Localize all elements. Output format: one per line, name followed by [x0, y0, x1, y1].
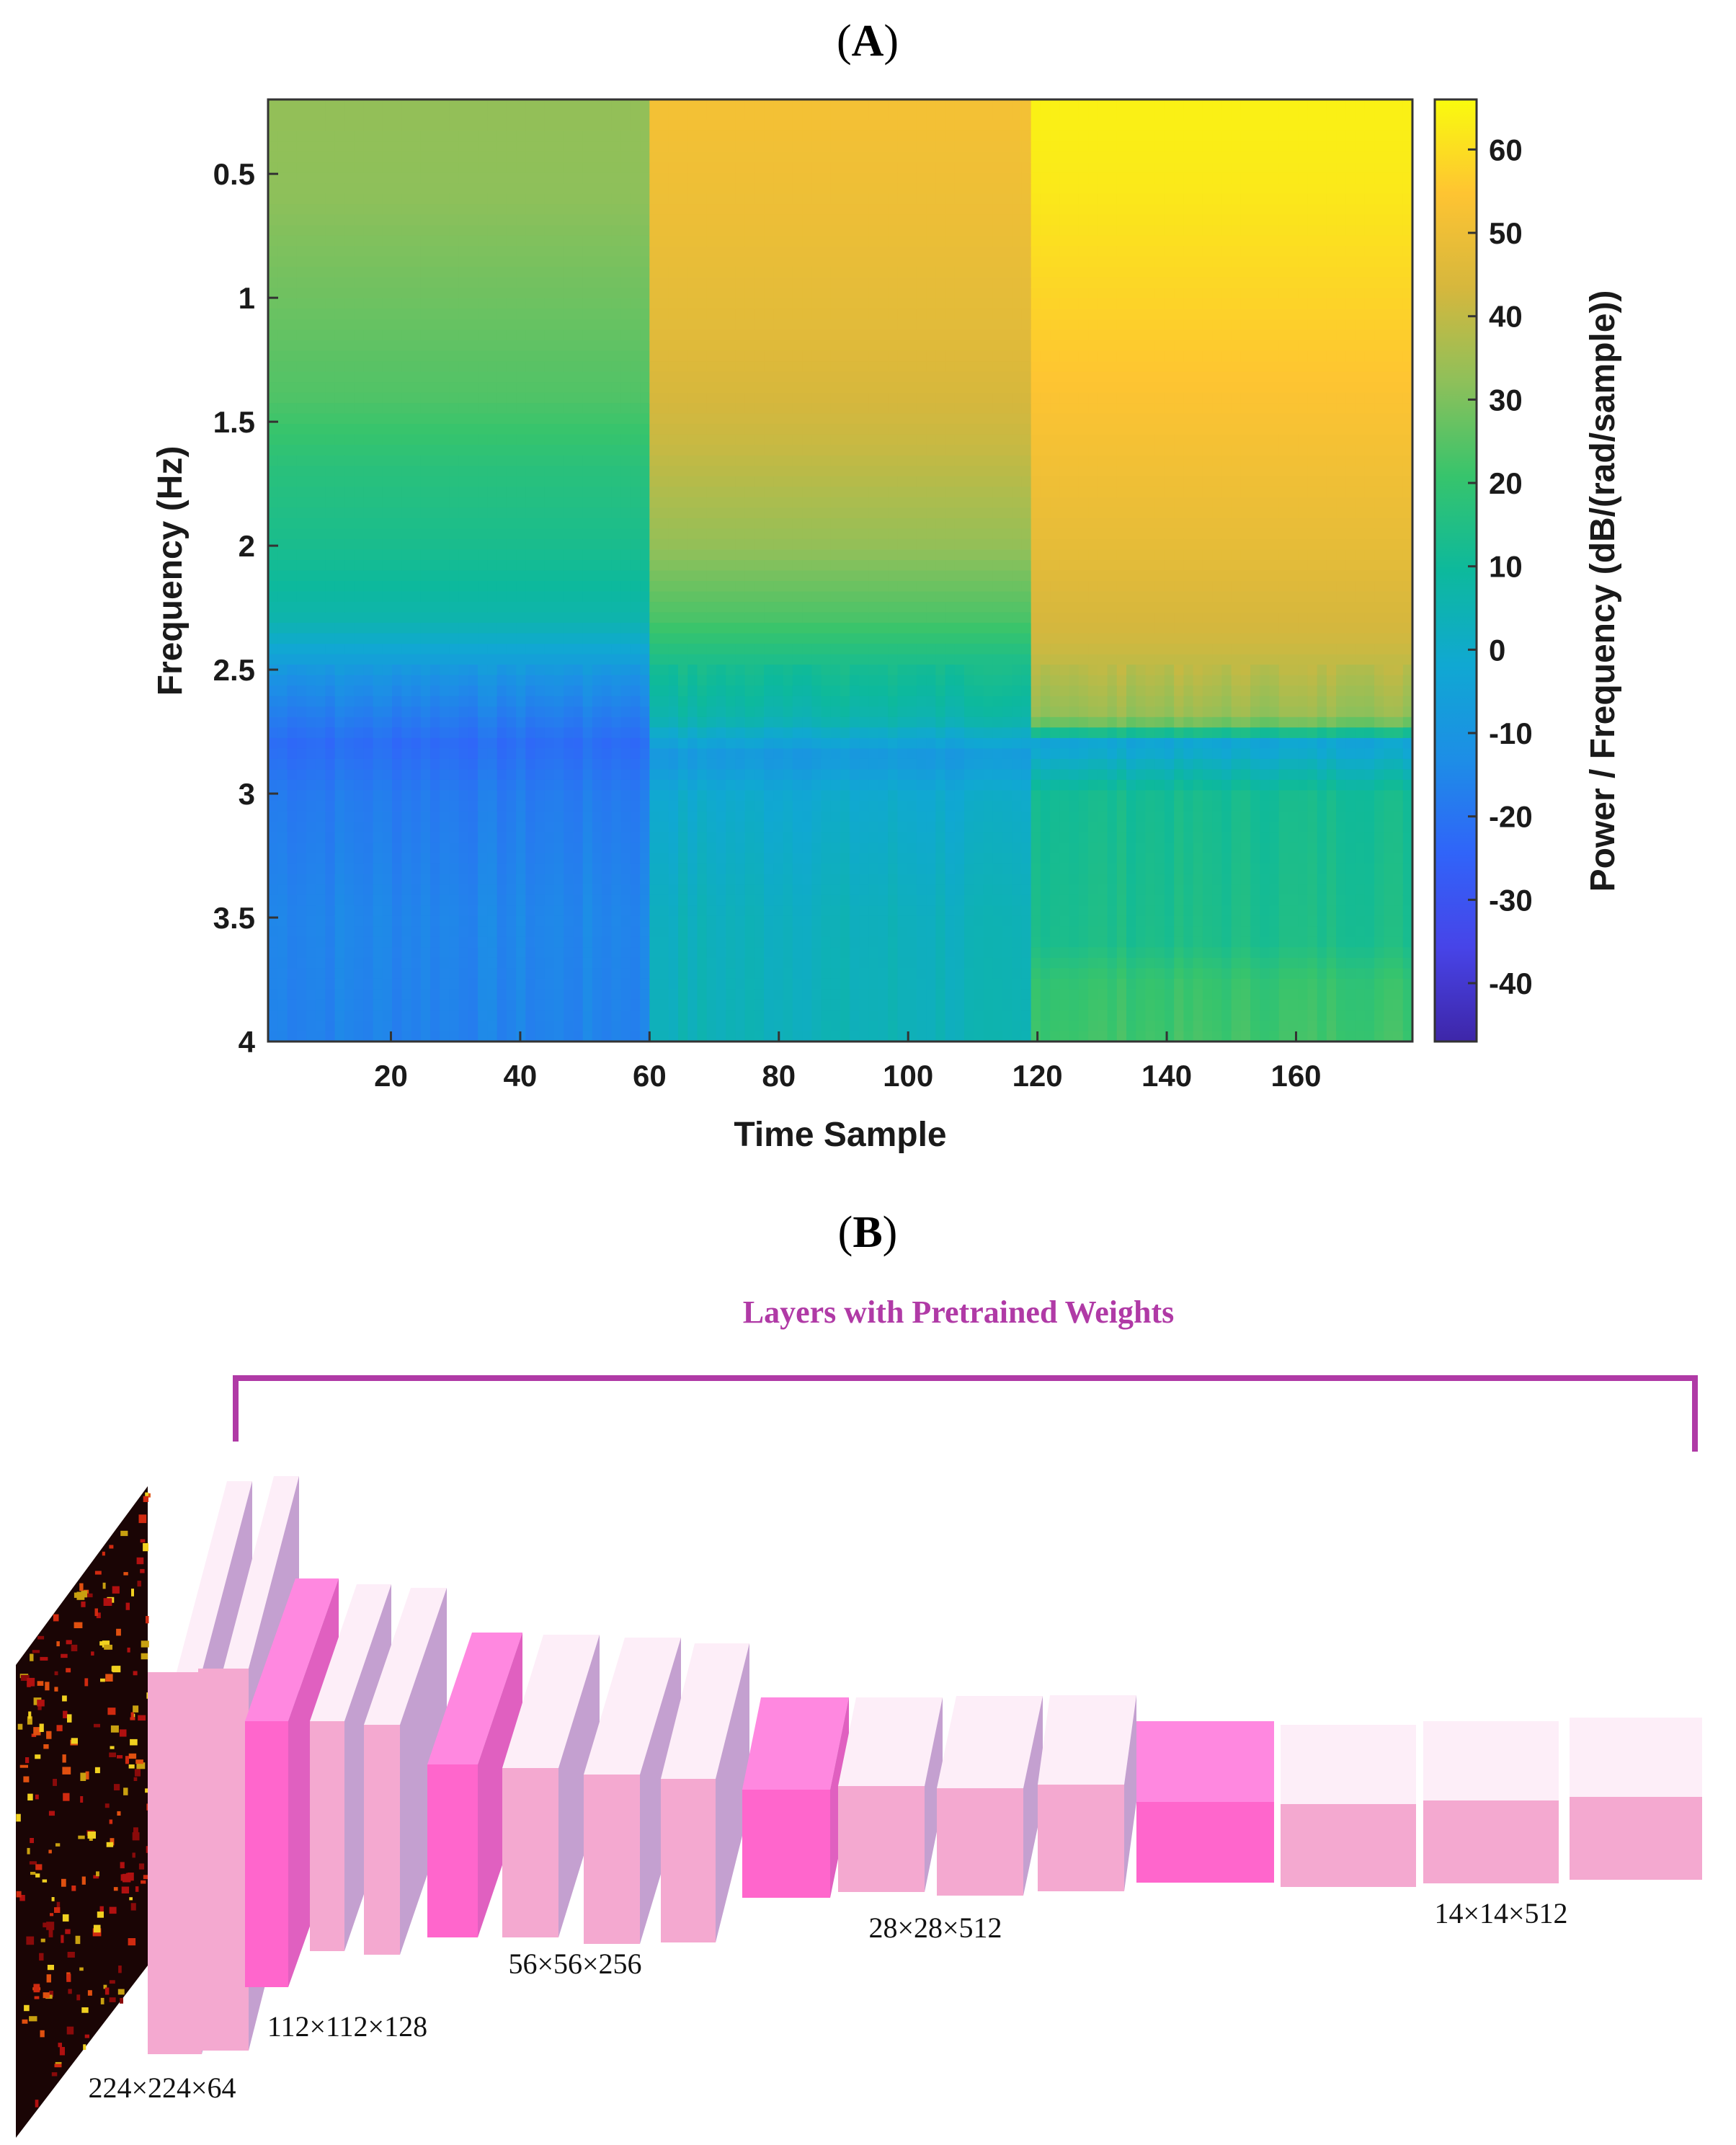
x-tick-label: 100: [883, 1059, 933, 1093]
dim-label-56: 56×56×256: [508, 1948, 641, 1980]
panel-b-label: (B): [837, 1208, 898, 1257]
layer-blocks: [148, 1476, 1702, 2054]
conv-layer-5a: [1281, 1725, 1416, 1887]
heatmap-area: [268, 99, 1413, 1042]
x-tick-label: 20: [374, 1059, 408, 1093]
heatmap-segment-1: [268, 99, 651, 1042]
pool-layer-3: [742, 1697, 849, 1898]
colorbar-tick-label: 10: [1489, 550, 1523, 584]
colorbar-tick-label: 20: [1489, 466, 1523, 500]
y-tick-label: 3.5: [213, 901, 255, 935]
x-tick-label: 80: [762, 1059, 796, 1093]
colorbar-tick-label: 0: [1489, 633, 1505, 667]
conv-layer-2a: [310, 1584, 391, 1951]
x-axis-ticks: 20 40 60 80 100 120 140 160: [374, 1031, 1322, 1093]
y-axis-ticks: 0.5 1 1.5 2 2.5 3 3.5 4: [213, 157, 278, 1059]
colorbar: [1433, 98, 1478, 1043]
conv-layer-3a: [502, 1635, 600, 1937]
x-tick-label: 60: [633, 1059, 667, 1093]
colorbar-tick-label: -20: [1489, 800, 1533, 834]
dim-label-28: 28×28×512: [868, 1911, 1002, 1944]
conv-layer-1b: [198, 1476, 299, 2051]
conv-layer-5c: [1570, 1718, 1702, 1880]
colorbar-tick-label: 60: [1489, 133, 1523, 166]
y-tick-label: 1.5: [213, 405, 255, 439]
colorbar-tick-label: 50: [1489, 216, 1523, 250]
y-tick-label: 4: [239, 1025, 256, 1059]
colorbar-tick-label: 40: [1489, 300, 1523, 334]
conv-layer-4a: [838, 1697, 943, 1892]
x-tick-label: 140: [1141, 1059, 1192, 1093]
pool-layer-4: [1136, 1721, 1274, 1883]
conv-layer-4c: [1038, 1695, 1136, 1891]
colorbar-tick-label: 30: [1489, 383, 1523, 417]
y-tick-label: 2: [239, 529, 255, 563]
y-tick-label: 2.5: [213, 653, 255, 687]
input-spectrogram-image: [16, 1486, 155, 2138]
dim-label-224: 224×224×64: [88, 2071, 236, 2104]
x-tick-label: 120: [1012, 1059, 1063, 1093]
colorbar-ticks: 60 50 40 30 20 10 0 -10 -20 -30 -40: [1468, 133, 1533, 1000]
pool-layer-1: [245, 1578, 339, 1987]
conv-layer-4b: [937, 1696, 1043, 1896]
colorbar-tick-label: -10: [1489, 716, 1533, 750]
colorbar-label: Power / Frequency (dB/(rad/sample)): [1584, 290, 1622, 892]
pool-layer-2: [427, 1633, 522, 1937]
dim-label-14: 14×14×512: [1434, 1897, 1567, 1929]
x-tick-label: 160: [1270, 1059, 1321, 1093]
colorbar-tick-label: -40: [1489, 967, 1533, 1000]
y-tick-label: 3: [239, 777, 255, 811]
y-tick-label: 0.5: [213, 157, 255, 191]
plot-frame: [267, 98, 1414, 1043]
y-tick-label: 1: [239, 281, 255, 315]
dim-label-112: 112×112×128: [267, 2010, 427, 2043]
conv-layer-3b: [584, 1638, 681, 1944]
x-tick-label: 40: [504, 1059, 538, 1093]
conv-layer-2b: [364, 1588, 447, 1955]
conv-layer-3c: [661, 1643, 749, 1942]
colorbar-tick-label: -30: [1489, 883, 1533, 917]
bracket-label: Layers with Pretrained Weights: [743, 1294, 1174, 1330]
x-axis-label: Time Sample: [734, 1116, 946, 1154]
conv-layer-5b: [1423, 1721, 1559, 1883]
heatmap-segment-2: [649, 99, 1032, 1042]
pretrained-bracket: [233, 1375, 1698, 1452]
conv-layer-1a: [148, 1481, 252, 2054]
heatmap-segment-3: [1031, 99, 1413, 1042]
panel-a-label: (A): [836, 17, 899, 66]
y-axis-label: Frequency (Hz): [151, 446, 190, 696]
spectrogram-chart: 20 40 60 80 100 120 140 160 0.511.522.533.54 Ti…: [151, 98, 1622, 1154]
